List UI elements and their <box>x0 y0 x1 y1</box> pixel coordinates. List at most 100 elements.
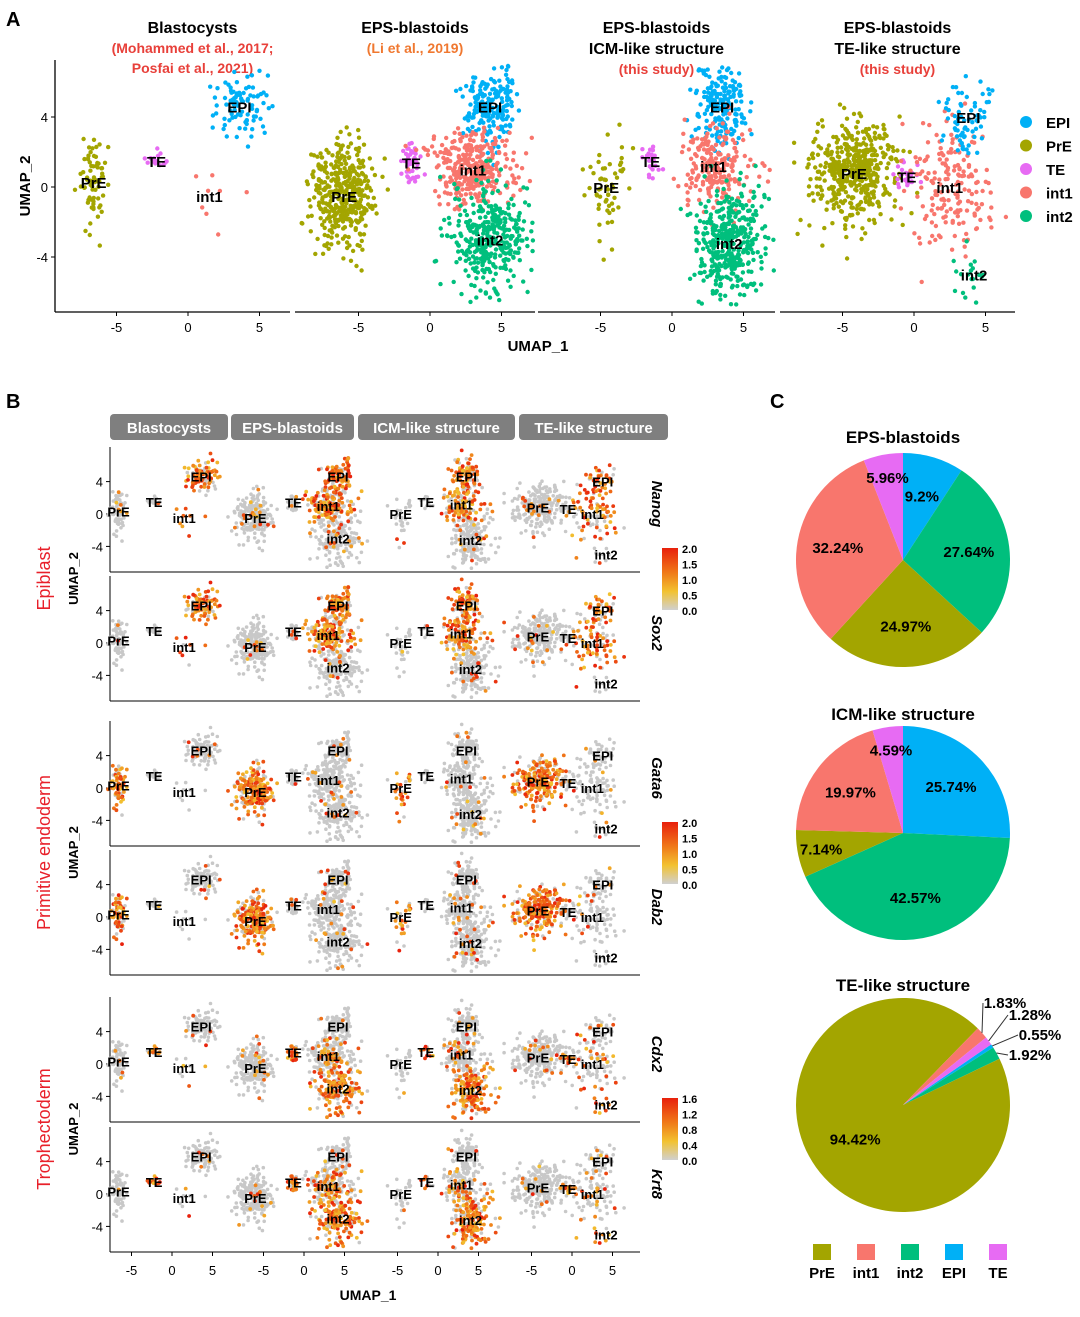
umap-point <box>694 230 698 234</box>
umap-point <box>471 158 475 162</box>
umap-point <box>747 199 751 203</box>
umap-point <box>955 208 959 212</box>
cluster-label: int1 <box>196 189 223 206</box>
umap-point <box>432 134 436 138</box>
feature-point-expressed <box>191 464 195 468</box>
feature-point <box>309 535 313 539</box>
umap-point <box>326 209 330 213</box>
umap-point <box>952 168 956 172</box>
umap-point <box>465 114 469 118</box>
umap-point <box>688 212 692 216</box>
y-tick-label: 0 <box>96 507 103 522</box>
umap-point <box>873 221 877 225</box>
umap-point <box>426 148 430 152</box>
umap-point <box>757 175 761 179</box>
feature-point-expressed <box>312 515 316 519</box>
umap-point <box>865 192 869 196</box>
umap-point <box>491 120 495 124</box>
umap-point <box>938 157 942 161</box>
umap-point <box>892 204 896 208</box>
umap-point <box>836 188 840 192</box>
umap-point <box>517 175 521 179</box>
umap-point <box>886 161 890 165</box>
feature-point-expressed <box>339 492 343 496</box>
umap-point <box>725 222 729 226</box>
umap-point <box>738 177 742 181</box>
umap-point <box>860 226 864 230</box>
umap-point <box>517 108 521 112</box>
y-tick-label: 4 <box>41 110 48 125</box>
feature-point-expressed <box>446 467 450 471</box>
umap-point <box>347 155 351 159</box>
umap-point <box>734 120 738 124</box>
umap-point <box>96 215 100 219</box>
umap-point <box>688 185 692 189</box>
feature-point <box>395 498 399 502</box>
umap-point <box>512 176 516 180</box>
feature-point <box>497 545 501 549</box>
umap-point <box>705 119 709 123</box>
feature-point-expressed <box>213 473 217 477</box>
feature-point-expressed <box>192 489 196 493</box>
feature-point-expressed <box>455 460 459 464</box>
feature-point-expressed <box>448 492 452 496</box>
umap-point <box>795 232 799 236</box>
umap-point <box>530 221 534 225</box>
umap-point <box>849 205 853 209</box>
umap-point <box>308 204 312 208</box>
umap-point <box>222 117 226 121</box>
umap-point <box>963 254 967 258</box>
umap-point <box>454 89 458 93</box>
umap-point <box>386 187 390 191</box>
umap-point <box>686 203 690 207</box>
y-tick-label: 0 <box>96 636 103 651</box>
umap-point <box>489 130 493 134</box>
umap-point <box>503 91 507 95</box>
umap-point <box>963 101 967 105</box>
feature-point-expressed <box>484 534 488 538</box>
umap-point <box>734 154 738 158</box>
umap-point <box>342 166 346 170</box>
umap-point <box>843 227 847 231</box>
cluster-label: EPI <box>710 100 734 117</box>
umap-point <box>351 179 355 183</box>
umap-point <box>221 127 225 131</box>
umap-point <box>448 180 452 184</box>
umap-point <box>742 293 746 297</box>
feature-point <box>354 537 358 541</box>
umap-point <box>223 80 227 84</box>
umap-point <box>710 93 714 97</box>
umap-point <box>840 124 844 128</box>
feature-point-expressed <box>198 464 202 468</box>
umap-point <box>458 87 462 91</box>
feature-point-expressed <box>579 538 583 542</box>
feature-point <box>314 535 318 539</box>
umap-point <box>985 100 989 104</box>
umap-point <box>725 116 729 120</box>
cluster-label: int1 <box>317 499 340 514</box>
umap-point <box>501 266 505 270</box>
umap-point <box>962 135 966 139</box>
cluster-label: int2 <box>716 236 743 253</box>
umap-point <box>515 92 519 96</box>
umap-point <box>462 251 466 255</box>
x-tick-label: -5 <box>837 320 849 335</box>
feature-point <box>502 501 506 505</box>
feature-point-expressed <box>117 490 121 494</box>
feature-point <box>540 479 544 483</box>
umap-point <box>87 195 91 199</box>
umap-point <box>701 231 705 235</box>
umap-point <box>520 166 524 170</box>
umap-point <box>846 132 850 136</box>
umap-point <box>332 165 336 169</box>
umap-point <box>329 235 333 239</box>
umap-point <box>496 92 500 96</box>
umap-point <box>96 196 100 200</box>
umap-point <box>889 217 893 221</box>
umap-point <box>462 179 466 183</box>
feature-point-expressed <box>472 523 476 527</box>
umap-point <box>225 134 229 138</box>
umap-point <box>961 221 965 225</box>
umap-point <box>836 146 840 150</box>
umap-point <box>967 143 971 147</box>
